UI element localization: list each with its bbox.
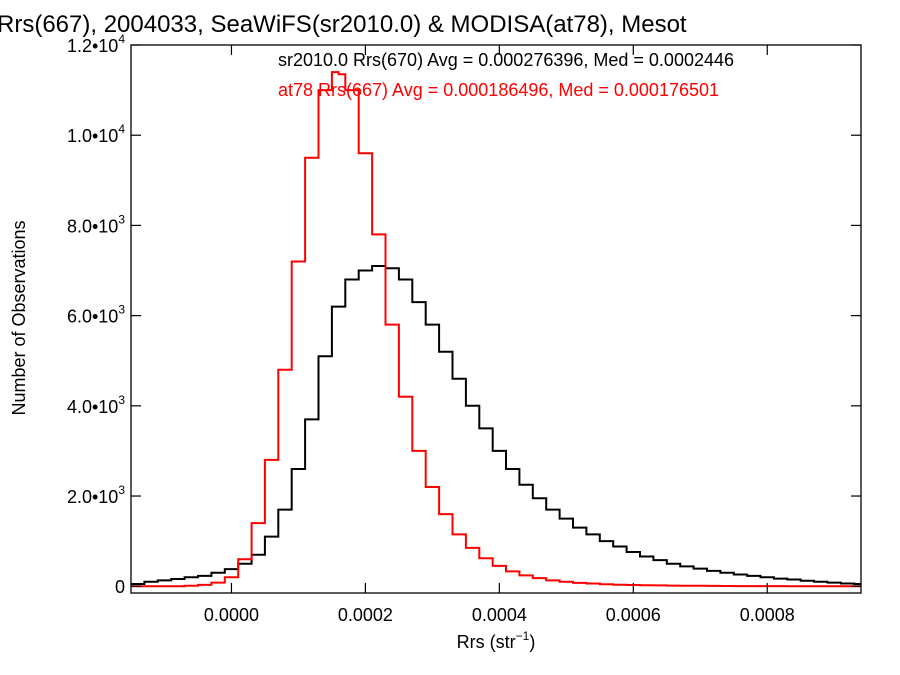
x-axis-label: Rrs (str−1) <box>457 629 536 652</box>
x-tick-label-0: 0.0000 <box>204 605 259 625</box>
x-axis-label-suffix: ) <box>529 632 535 652</box>
annotation-sr2010: sr2010.0 Rrs(670) Avg = 0.000276396, Med… <box>278 50 734 70</box>
y-tick-label-4: 8.0•103 <box>67 212 125 236</box>
y-tick-label-1: 2.0•103 <box>67 483 125 507</box>
x-tick-label-3: 0.0006 <box>606 605 661 625</box>
series-layer <box>131 71 861 588</box>
y-tick-label-6: 1.2•104 <box>67 32 125 56</box>
y-tick-label-0: 0 <box>115 577 125 597</box>
y-axis-label: Number of Observations <box>9 220 29 415</box>
x-axis-label-text: Rrs (str <box>457 632 516 652</box>
x-tick-label-4: 0.0008 <box>740 605 795 625</box>
y-tick-label-5: 1.0•104 <box>67 122 125 146</box>
series-line-1 <box>131 71 861 588</box>
series-line-0 <box>131 265 861 585</box>
annotation-at78: at78 Rrs(667) Avg = 0.000186496, Med = 0… <box>278 80 719 100</box>
x-tick-label-1: 0.0002 <box>338 605 393 625</box>
chart-title: Rrs(667), 2004033, SeaWiFS(sr2010.0) & M… <box>0 11 687 38</box>
x-tick-label-2: 0.0004 <box>472 605 527 625</box>
tick-layer: 0.0000 0.0002 0.0004 0.0006 0.0008 0 2.0•103 4.… <box>67 32 861 625</box>
plot-frame <box>130 44 862 594</box>
y-tick-label-2: 4.0•103 <box>67 393 125 417</box>
x-axis-label-sup: −1 <box>516 629 530 643</box>
y-tick-label-3: 6.0•103 <box>67 303 125 327</box>
